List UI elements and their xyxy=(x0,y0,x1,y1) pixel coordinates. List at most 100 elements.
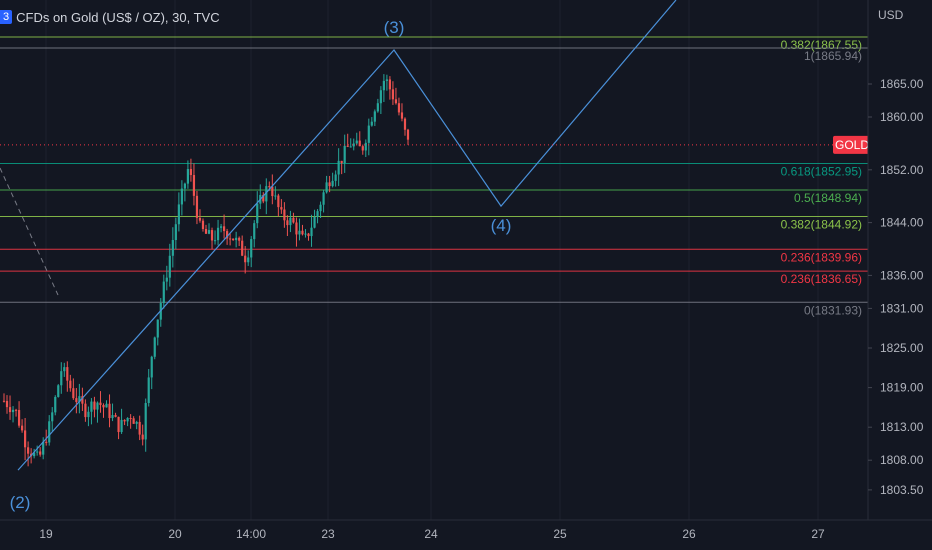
candle-body xyxy=(42,441,45,455)
candle-body xyxy=(138,421,141,435)
candle-body xyxy=(325,182,328,193)
candle-body xyxy=(45,441,48,443)
candle-body xyxy=(331,180,334,187)
candle-body xyxy=(162,281,165,304)
candle-body xyxy=(352,143,355,147)
candle-body xyxy=(328,182,331,187)
price-tick-label: 1803.50 xyxy=(880,483,924,497)
candle-body xyxy=(253,223,256,240)
time-tick-label: 26 xyxy=(682,527,696,541)
symbol-badge[interactable] xyxy=(833,135,871,154)
candlestick-series xyxy=(2,74,410,467)
candle-body xyxy=(36,451,39,453)
wave-3-label[interactable]: (3) xyxy=(384,18,405,37)
chart-badge[interactable]: 3 xyxy=(0,10,13,24)
fib-level-label: 0.236(1836.65) xyxy=(781,272,862,286)
candle-body xyxy=(129,418,132,420)
price-axis-panel[interactable] xyxy=(868,0,932,550)
symbol-badge-label: GOLD xyxy=(835,138,869,152)
wave-4-label[interactable]: (4) xyxy=(491,216,512,235)
time-tick-label: 25 xyxy=(553,527,567,541)
time-tick-label: 20 xyxy=(168,527,182,541)
candle-body xyxy=(304,233,307,235)
candle-body xyxy=(8,407,12,413)
price-tick-label: 1844.00 xyxy=(880,216,924,230)
price-tick-label: 1836.00 xyxy=(880,268,924,282)
candle-body xyxy=(400,112,404,119)
fibonacci-levels[interactable]: 0.382(1867.55)1(1865.94)0.618(1852.95)0.… xyxy=(0,36,868,317)
price-tick-label: 1852.00 xyxy=(880,163,924,177)
candle-body xyxy=(63,367,66,372)
candle-body xyxy=(105,403,108,408)
candle-body xyxy=(247,257,250,263)
candle-body xyxy=(298,230,301,235)
candle-body xyxy=(334,174,337,181)
candle-body xyxy=(180,188,183,205)
price-tick-label: 1819.00 xyxy=(880,381,924,395)
candle-body xyxy=(108,403,111,419)
candle-body xyxy=(135,421,138,424)
candle-body xyxy=(17,410,21,426)
price-tick-label: 1813.00 xyxy=(880,420,924,434)
candle-body xyxy=(204,228,208,234)
time-tick-label: 14:00 xyxy=(236,527,266,541)
candle-body xyxy=(201,220,205,229)
candle-body xyxy=(147,377,150,403)
candle-body xyxy=(60,371,63,386)
candle-body xyxy=(343,145,346,164)
candle-body xyxy=(277,195,280,208)
time-axis-panel[interactable] xyxy=(0,520,932,550)
candle-body xyxy=(367,125,370,143)
candle-body xyxy=(192,175,196,196)
candle-body xyxy=(78,396,81,402)
time-tick-label: 27 xyxy=(811,527,825,541)
candle-body xyxy=(24,430,27,448)
candle-body xyxy=(111,415,114,419)
wave-2-label[interactable]: (2) xyxy=(10,493,31,512)
candle-body xyxy=(96,402,99,410)
candle-body xyxy=(235,237,238,241)
candle-body xyxy=(210,230,214,241)
elliott-wave-path[interactable] xyxy=(17,0,677,471)
candle-body xyxy=(195,195,199,218)
candle-body xyxy=(373,111,376,122)
candle-body xyxy=(150,356,153,378)
time-tick-label: 19 xyxy=(39,527,53,541)
candle-body xyxy=(382,80,385,91)
candle-body xyxy=(186,169,190,184)
candle-body xyxy=(198,217,202,221)
candle-body xyxy=(364,142,367,151)
candle-body xyxy=(280,207,283,210)
candle-body xyxy=(54,396,57,413)
candle-body xyxy=(403,118,407,130)
candle-body xyxy=(394,99,398,104)
candle-body xyxy=(81,396,84,404)
candle-body xyxy=(307,233,310,237)
candle-body xyxy=(289,217,292,226)
candle-body xyxy=(229,238,232,240)
candle-body xyxy=(174,224,177,240)
candle-body xyxy=(316,211,319,217)
fib-level-label: 0.5(1848.94) xyxy=(794,191,862,205)
candle-body xyxy=(376,103,379,112)
fib-level-label: 0.382(1844.92) xyxy=(781,218,862,232)
candle-body xyxy=(216,227,220,241)
candle-body xyxy=(292,217,295,223)
symbol-title-bar[interactable]: 3 CFDs on Gold (US$ / OZ), 30, TVC xyxy=(0,7,220,27)
candle-body xyxy=(213,240,217,242)
candle-body xyxy=(301,230,304,235)
candle-body xyxy=(226,231,229,239)
candle-body xyxy=(283,209,286,221)
candle-body xyxy=(349,146,352,148)
candle-body xyxy=(370,121,373,126)
time-tick-label: 24 xyxy=(424,527,438,541)
candle-body xyxy=(397,103,401,113)
candle-body xyxy=(337,160,340,175)
candle-body xyxy=(268,186,271,188)
candle-body xyxy=(156,319,159,338)
candle-body xyxy=(66,367,69,381)
candle-body xyxy=(189,169,193,176)
candle-body xyxy=(75,398,78,402)
